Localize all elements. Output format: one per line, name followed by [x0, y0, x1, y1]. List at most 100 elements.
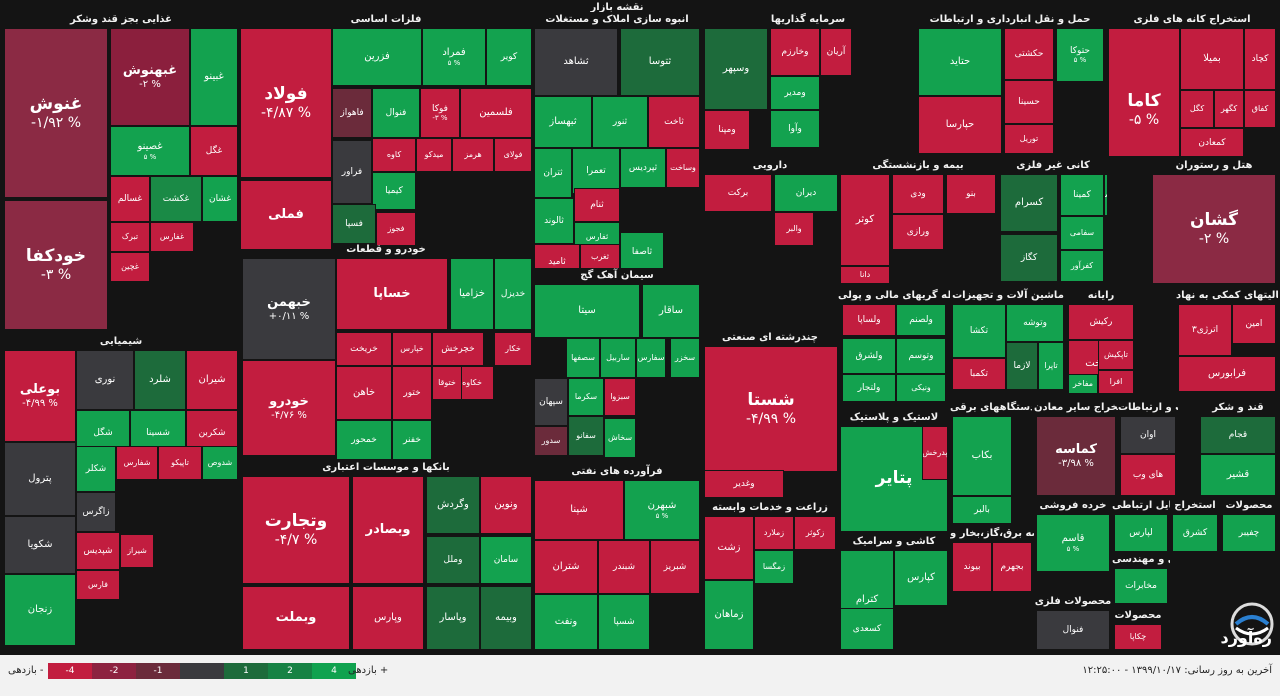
stock-tile[interactable]: حتاید	[918, 28, 1002, 96]
stock-tile[interactable]: کسعدی	[840, 608, 894, 650]
stock-tile[interactable]: کمعادن	[1180, 128, 1244, 156]
stock-tile[interactable]: وساخت	[666, 148, 700, 188]
stock-tile[interactable]: دانا	[840, 266, 890, 284]
stock-tile[interactable]: کاما -۵ %	[1108, 28, 1180, 156]
stock-tile[interactable]: ورازی	[892, 214, 944, 250]
stock-tile[interactable]: حسینا	[1004, 80, 1054, 124]
stock-tile[interactable]: سفانو	[568, 416, 604, 456]
stock-tile[interactable]: ثتوسا	[620, 28, 700, 96]
stock-tile[interactable]: تاپیکو	[158, 446, 202, 480]
stock-tile[interactable]: وآوا	[770, 110, 820, 148]
stock-tile[interactable]: ثبهساز	[534, 96, 592, 148]
stock-tile[interactable]: غصینو ۵ %	[110, 126, 190, 176]
stock-tile[interactable]: خبهمن +۰/۱۱ %	[242, 258, 336, 360]
stock-tile[interactable]: کگل	[1180, 90, 1214, 128]
stock-tile[interactable]: کویر	[486, 28, 532, 86]
stock-tile[interactable]: وتجارت -۴/۷ %	[242, 476, 350, 584]
stock-tile[interactable]: خکار	[494, 332, 532, 366]
stock-tile[interactable]: کیمیا	[372, 172, 416, 210]
stock-tile[interactable]: ثغرب	[580, 244, 620, 268]
stock-tile[interactable]: ونوین	[480, 476, 532, 534]
stock-tile[interactable]: وتوسم	[896, 338, 946, 374]
stock-tile[interactable]: بیوند	[952, 542, 992, 592]
stock-tile[interactable]: حکشتی	[1004, 28, 1054, 80]
stock-tile[interactable]: کگاز	[1000, 234, 1058, 282]
stock-tile[interactable]: تکشا	[952, 304, 1006, 358]
stock-tile[interactable]: زکوثر	[794, 516, 836, 550]
stock-tile[interactable]: دیران	[774, 174, 838, 212]
stock-tile[interactable]: بجهرم	[992, 542, 1032, 592]
stock-tile[interactable]: فملی	[240, 180, 332, 250]
stock-tile[interactable]: خمحور	[336, 420, 392, 460]
stock-tile[interactable]: خپارس	[392, 332, 432, 366]
stock-tile[interactable]: ثتران	[534, 148, 572, 198]
stock-tile[interactable]: بمیلا	[1180, 28, 1244, 90]
stock-tile[interactable]: خفنر	[392, 420, 432, 460]
stock-tile[interactable]: ونیکی	[896, 374, 946, 402]
stock-tile[interactable]: توریل	[1004, 124, 1054, 154]
stock-tile[interactable]: رکیش	[1068, 304, 1134, 340]
stock-tile[interactable]: وبیمه	[480, 586, 532, 650]
stock-tile[interactable]: شلرد	[134, 350, 186, 410]
stock-tile[interactable]: غنوش -۱/۹۲ %	[4, 28, 108, 198]
stock-tile[interactable]: لپارس	[1114, 514, 1168, 552]
stock-tile[interactable]: ساقار	[642, 284, 700, 338]
stock-tile[interactable]: سبزوا	[604, 378, 636, 416]
stock-tile[interactable]: سفامی	[1060, 216, 1104, 250]
stock-tile[interactable]: تاپکیش	[1098, 340, 1134, 370]
stock-tile[interactable]: سیتا	[534, 284, 640, 338]
stock-tile[interactable]: وگردش	[426, 476, 480, 534]
stock-tile[interactable]: کپارس	[894, 550, 948, 606]
stock-tile[interactable]: شپدیس	[76, 532, 120, 570]
stock-tile[interactable]: بکاب	[952, 416, 1012, 496]
stock-tile[interactable]: زملارد	[754, 516, 794, 550]
stock-tile[interactable]: تبرک	[110, 222, 150, 252]
stock-tile[interactable]: کگهر	[1214, 90, 1244, 128]
stock-tile[interactable]: ثنام	[574, 188, 620, 222]
stock-tile[interactable]: ولصنم	[896, 304, 946, 336]
stock-tile[interactable]: شیراز	[120, 534, 154, 568]
stock-tile[interactable]: شبهرن ۵ %	[624, 480, 700, 540]
stock-tile[interactable]: غکشت	[150, 176, 202, 222]
stock-tile[interactable]: فزرین	[332, 28, 422, 86]
stock-tile[interactable]: ثالوند	[534, 198, 574, 244]
stock-tile[interactable]: وسپهر	[704, 28, 768, 110]
stock-tile[interactable]: زاگرس	[76, 492, 116, 532]
stock-tile[interactable]: والبر	[774, 212, 814, 246]
stock-tile[interactable]: کسپا	[1104, 174, 1108, 216]
stock-tile[interactable]: زشت	[704, 516, 754, 580]
stock-tile[interactable]: وپاسار	[426, 586, 480, 650]
stock-tile[interactable]: برکت	[704, 174, 772, 212]
stock-tile[interactable]: میدکو	[416, 138, 452, 172]
stock-tile[interactable]: ثامید	[534, 244, 580, 268]
stock-tile[interactable]: شتران	[534, 540, 598, 594]
stock-tile[interactable]: لازما	[1006, 342, 1038, 390]
stock-tile[interactable]: کاوه	[372, 138, 416, 172]
stock-tile[interactable]: سامان	[480, 536, 532, 584]
stock-tile[interactable]: بنو	[946, 174, 996, 214]
stock-tile[interactable]: سپهان	[534, 378, 568, 426]
stock-tile[interactable]: سفارس	[636, 338, 666, 378]
stock-tile[interactable]: نوری	[76, 350, 134, 410]
stock-tile[interactable]: ولشرق	[842, 338, 896, 374]
stock-tile[interactable]: فسپا	[332, 204, 376, 244]
stock-tile[interactable]: وپارس	[352, 586, 424, 650]
stock-tile[interactable]: غگل	[190, 126, 238, 176]
stock-tile[interactable]: فاهواز	[332, 88, 372, 138]
stock-tile[interactable]: زنجان	[4, 574, 76, 646]
stock-tile[interactable]: شکویا	[4, 516, 76, 574]
stock-tile[interactable]: تکمبا	[952, 358, 1006, 390]
stock-tile[interactable]: چکاپا	[1114, 624, 1162, 650]
stock-tile[interactable]: خزامیا	[450, 258, 494, 330]
stock-tile[interactable]: شسپا	[598, 594, 650, 650]
stock-tile[interactable]: وملل	[426, 536, 480, 584]
stock-tile[interactable]: های وب	[1120, 454, 1176, 496]
stock-tile[interactable]: ختوقا	[432, 366, 462, 400]
stock-tile[interactable]: خاهن	[336, 366, 392, 420]
stock-tile[interactable]: فنوال	[1036, 610, 1110, 650]
stock-tile[interactable]: چفیبر	[1222, 514, 1276, 552]
stock-tile[interactable]: ثاخت	[648, 96, 700, 148]
stock-tile[interactable]: خساپا	[336, 258, 448, 330]
stock-tile[interactable]: بالبر	[952, 496, 1012, 524]
stock-tile[interactable]: هرمز	[452, 138, 494, 172]
